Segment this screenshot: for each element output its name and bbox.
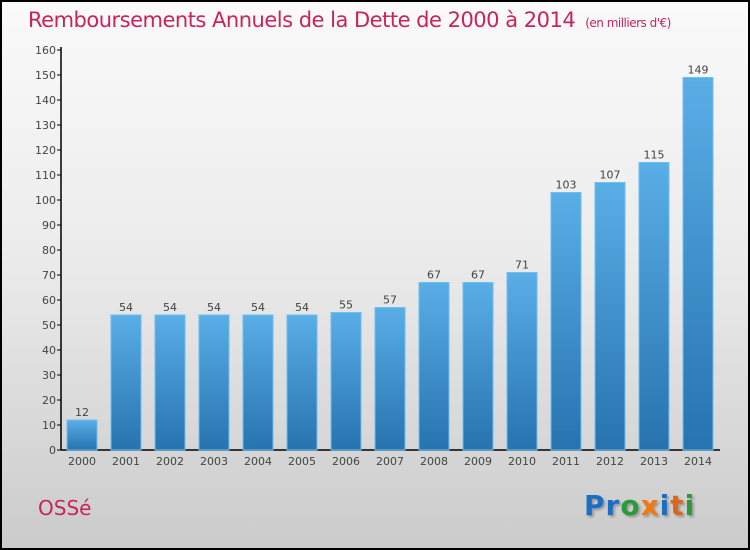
y-tick-label: 120 bbox=[35, 144, 56, 157]
logo-letter: i bbox=[659, 489, 671, 522]
data-label: 67 bbox=[427, 269, 441, 282]
x-tick-label: 2012 bbox=[596, 455, 624, 468]
town-name: OSSé bbox=[38, 496, 92, 520]
bar-2000 bbox=[66, 419, 98, 451]
logo-letter: o bbox=[620, 489, 641, 522]
data-label: 54 bbox=[207, 301, 221, 314]
bar-2001 bbox=[110, 314, 142, 451]
bar-2014 bbox=[682, 77, 714, 451]
y-tick-label: 60 bbox=[42, 294, 56, 307]
y-tick-label: 160 bbox=[35, 44, 56, 57]
bar-2008 bbox=[418, 282, 450, 451]
data-label: 54 bbox=[295, 301, 309, 314]
data-label: 57 bbox=[383, 294, 397, 307]
x-tick-label: 2003 bbox=[200, 455, 228, 468]
y-tick-label: 0 bbox=[49, 444, 56, 457]
data-label: 149 bbox=[688, 64, 709, 77]
unit-text: (en milliers d'€) bbox=[585, 16, 671, 30]
bar-2002 bbox=[154, 314, 186, 451]
x-tick-label: 2004 bbox=[244, 455, 272, 468]
logo-letter: i bbox=[684, 489, 696, 522]
y-tick-label: 100 bbox=[35, 194, 56, 207]
x-tick-label: 2010 bbox=[508, 455, 536, 468]
y-tick-label: 10 bbox=[42, 419, 56, 432]
bar-2004 bbox=[242, 314, 274, 451]
y-tick-label: 40 bbox=[42, 344, 56, 357]
bar-2005 bbox=[286, 314, 318, 451]
x-tick-label: 2013 bbox=[640, 455, 668, 468]
title-text: Remboursements Annuels de la Dette de 20… bbox=[28, 8, 576, 32]
y-tick-label: 90 bbox=[42, 219, 56, 232]
data-label: 115 bbox=[644, 149, 665, 162]
bar-2012 bbox=[594, 182, 626, 451]
bar-2013 bbox=[638, 162, 670, 451]
bar-2009 bbox=[462, 282, 494, 451]
data-label: 103 bbox=[556, 179, 577, 192]
logo-letter: r bbox=[605, 489, 621, 522]
x-tick-label: 2000 bbox=[68, 455, 96, 468]
bar-2010 bbox=[506, 272, 538, 451]
data-label: 67 bbox=[471, 269, 485, 282]
x-tick-label: 2002 bbox=[156, 455, 184, 468]
data-label: 54 bbox=[251, 301, 265, 314]
y-tick-label: 110 bbox=[35, 169, 56, 182]
x-tick-label: 2007 bbox=[376, 455, 404, 468]
logo-letter: t bbox=[670, 489, 685, 522]
proxiti-logo[interactable]: Proxiti bbox=[584, 489, 695, 522]
chart-title: Remboursements Annuels de la Dette de 20… bbox=[28, 8, 671, 32]
logo-letter: P bbox=[584, 489, 606, 522]
x-tick-label: 2001 bbox=[112, 455, 140, 468]
data-label: 54 bbox=[163, 301, 177, 314]
bar-2007 bbox=[374, 307, 406, 451]
bar-2011 bbox=[550, 192, 582, 451]
y-tick-label: 30 bbox=[42, 369, 56, 382]
data-label: 54 bbox=[119, 301, 133, 314]
logo-letter: x bbox=[640, 489, 660, 522]
data-label: 107 bbox=[600, 169, 621, 182]
x-tick-label: 2008 bbox=[420, 455, 448, 468]
y-tick-label: 150 bbox=[35, 69, 56, 82]
bar-2003 bbox=[198, 314, 230, 451]
data-label: 71 bbox=[515, 259, 529, 272]
y-tick-label: 50 bbox=[42, 319, 56, 332]
x-tick-label: 2005 bbox=[288, 455, 316, 468]
x-tick-label: 2014 bbox=[684, 455, 712, 468]
data-label: 55 bbox=[339, 299, 353, 312]
x-tick-label: 2009 bbox=[464, 455, 492, 468]
data-label: 12 bbox=[75, 406, 89, 419]
x-tick-label: 2011 bbox=[552, 455, 580, 468]
y-tick-label: 140 bbox=[35, 94, 56, 107]
y-tick-label: 20 bbox=[42, 394, 56, 407]
y-tick-label: 130 bbox=[35, 119, 56, 132]
bar-2006 bbox=[330, 312, 362, 451]
y-tick-label: 70 bbox=[42, 269, 56, 282]
y-tick-label: 80 bbox=[42, 244, 56, 257]
x-tick-label: 2006 bbox=[332, 455, 360, 468]
